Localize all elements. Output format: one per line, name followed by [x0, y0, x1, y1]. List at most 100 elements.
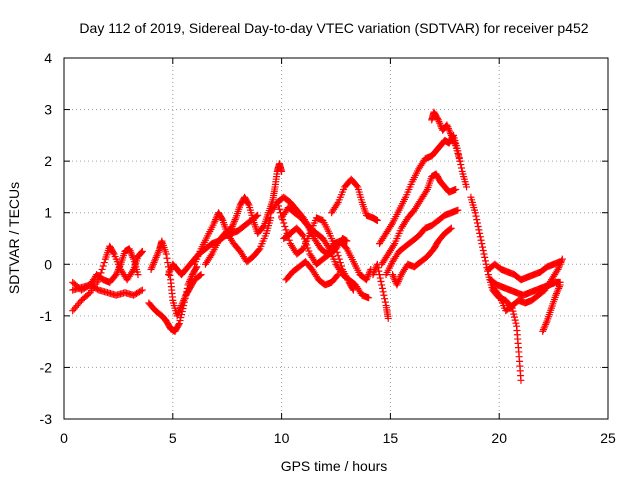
data-point	[478, 240, 486, 248]
data-point	[175, 307, 183, 315]
data-point	[228, 224, 236, 232]
data-point	[481, 253, 489, 261]
series-track-5	[147, 237, 205, 320]
data-point	[555, 284, 563, 292]
data-point	[381, 295, 389, 303]
data-point	[333, 200, 341, 208]
data-point	[99, 262, 107, 270]
data-point	[126, 247, 134, 255]
data-point	[378, 281, 386, 289]
data-point	[176, 305, 184, 313]
y-tick-label: -1	[40, 308, 53, 324]
data-point	[137, 287, 145, 295]
data-point	[109, 249, 117, 257]
y-tick-label: 1	[44, 205, 52, 221]
data-point	[472, 212, 480, 220]
data-point	[165, 269, 173, 277]
data-point	[552, 291, 560, 299]
data-point	[445, 126, 453, 134]
data-point	[381, 298, 389, 306]
series-track-24	[489, 255, 566, 315]
x-tick-label: 5	[169, 430, 177, 446]
series-track-17	[382, 206, 462, 279]
data-point	[196, 271, 204, 279]
data-point	[176, 317, 184, 325]
data-point	[334, 271, 342, 279]
data-point	[373, 216, 381, 224]
data-point	[479, 243, 487, 251]
series-track-3	[69, 245, 142, 294]
data-point	[113, 269, 121, 277]
data-point	[558, 255, 566, 263]
data-point	[175, 321, 183, 329]
data-point	[422, 187, 430, 195]
data-point	[304, 244, 312, 252]
data-point	[558, 257, 566, 265]
series-track-13	[282, 258, 342, 289]
data-point	[129, 267, 137, 275]
data-point	[481, 257, 489, 265]
data-point	[164, 271, 172, 279]
data-point	[454, 206, 462, 214]
data-point	[446, 225, 454, 233]
axis-ticks	[63, 57, 609, 420]
data-point	[364, 272, 372, 280]
data-point	[154, 250, 162, 258]
data-point	[436, 119, 444, 127]
data-point	[207, 252, 215, 260]
data-point	[212, 216, 220, 224]
data-point	[302, 238, 310, 246]
data-point	[370, 269, 378, 277]
data-point	[394, 279, 402, 287]
data-point	[100, 259, 108, 267]
data-point	[178, 302, 186, 310]
data-point	[275, 205, 283, 213]
data-point	[457, 164, 465, 172]
data-point	[556, 260, 564, 268]
data-point	[482, 260, 490, 268]
data-point	[463, 183, 471, 191]
data-point	[274, 202, 282, 210]
data-point	[114, 267, 122, 275]
data-point	[365, 294, 373, 302]
data-point	[231, 216, 239, 224]
y-tick-label: 0	[44, 256, 52, 272]
data-point	[180, 295, 188, 303]
data-point	[553, 290, 561, 298]
data-point	[152, 253, 160, 261]
data-point	[555, 264, 563, 272]
y-tick-label: -2	[40, 359, 53, 375]
data-point	[554, 286, 562, 294]
data-point	[335, 255, 343, 263]
data-point	[389, 272, 397, 280]
data-point	[475, 226, 483, 234]
data-point	[137, 249, 145, 257]
data-point	[299, 232, 307, 240]
data-point	[210, 219, 218, 227]
data-point	[374, 264, 382, 272]
data-point	[129, 253, 137, 261]
data-point	[147, 265, 155, 273]
y-tick-label: 2	[44, 153, 52, 169]
data-point	[128, 252, 136, 260]
data-point	[539, 326, 547, 334]
data-point	[447, 224, 455, 232]
data-point	[174, 310, 182, 318]
data-point	[112, 271, 120, 279]
data-point	[373, 262, 381, 270]
data-point	[369, 271, 377, 279]
data-point	[480, 250, 488, 258]
data-point	[98, 265, 106, 273]
data-point	[154, 248, 162, 256]
data-point	[273, 198, 281, 206]
data-point	[138, 247, 146, 255]
data-point	[511, 316, 519, 324]
data-point	[380, 291, 388, 299]
data-point	[436, 121, 444, 129]
data-point	[178, 300, 186, 308]
data-point	[349, 285, 357, 293]
data-point	[444, 123, 452, 131]
data-point	[451, 140, 459, 148]
data-point	[181, 293, 189, 301]
